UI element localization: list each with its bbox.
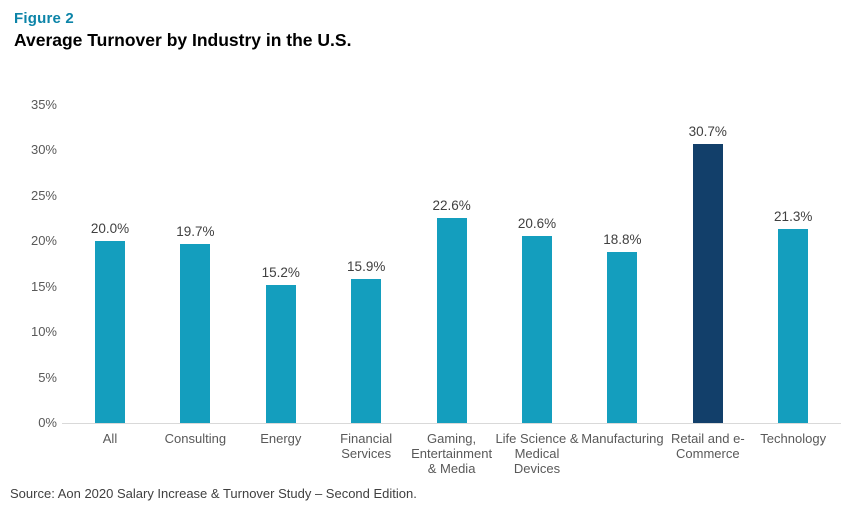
category-label-line: Manufacturing bbox=[581, 431, 664, 446]
category-label-all: All bbox=[50, 431, 170, 446]
category-label-line: Entertainment bbox=[411, 446, 493, 461]
category-label-line: Medical bbox=[514, 446, 560, 461]
value-label-all: 20.0% bbox=[90, 221, 130, 237]
category-label-line: Financial bbox=[340, 431, 393, 446]
category-label-technology: Technology bbox=[733, 431, 850, 446]
bar-gaming-entertainment-media bbox=[436, 217, 467, 423]
bar-column-life-science-medical-devices: 20.6% bbox=[482, 105, 592, 423]
y-axis-tick-label-25: 25% bbox=[30, 187, 57, 203]
category-label-gaming-entertainment-media: Gaming, Entertainment & Media bbox=[392, 431, 512, 476]
y-axis-tick-label-35: 35% bbox=[30, 97, 57, 112]
category-label-energy: Energy bbox=[221, 431, 341, 446]
category-label-line: All bbox=[102, 431, 118, 446]
category-label-line: Energy bbox=[260, 431, 302, 446]
y-axis-tick-label-20: 20% bbox=[30, 233, 57, 249]
value-label-energy: 15.2% bbox=[261, 264, 300, 280]
bar-financial-services bbox=[351, 278, 382, 423]
category-label-consulting: Consulting bbox=[135, 431, 255, 446]
y-axis-tick-label-30: 30% bbox=[30, 142, 57, 158]
value-label-technology: 21.3% bbox=[774, 209, 813, 225]
bar-column-retail-and-e-commerce: 30.7% bbox=[653, 105, 763, 423]
category-label-line: Services bbox=[341, 446, 392, 461]
bar-column-energy: 15.2% bbox=[226, 105, 336, 423]
value-label-consulting: 19.7% bbox=[176, 224, 215, 240]
bar-retail-and-e-commerce bbox=[692, 144, 723, 423]
category-label-manufacturing: Manufacturing bbox=[562, 431, 682, 446]
bar-column-gaming-entertainment-media: 22.6% bbox=[397, 105, 507, 423]
y-axis-tick-label-0: 0% bbox=[38, 415, 57, 430]
x-axis-baseline bbox=[62, 423, 841, 424]
category-label-line: Gaming, bbox=[427, 431, 477, 446]
category-label-financial-services: Financial Services bbox=[306, 431, 426, 461]
y-axis-tick-label-10: 10% bbox=[30, 324, 57, 340]
bar-consulting bbox=[180, 244, 211, 423]
category-label-line: Consulting bbox=[164, 431, 227, 446]
chart-title: Average Turnover by Industry in the U.S. bbox=[14, 30, 352, 50]
bar-column-financial-services: 15.9% bbox=[311, 105, 421, 423]
bar-column-consulting: 19.7% bbox=[140, 105, 250, 423]
y-axis-tick-label-15: 15% bbox=[30, 278, 57, 294]
source-note: Source: Aon 2020 Salary Increase & Turno… bbox=[10, 486, 417, 501]
value-label-gaming-entertainment-media: 22.6% bbox=[432, 197, 471, 213]
bar-column-manufacturing: 18.8% bbox=[567, 105, 677, 423]
category-label-line: Retail and e- bbox=[670, 431, 745, 446]
bar-all bbox=[95, 241, 125, 423]
category-label-life-science-medical-devices: Life Science & Medical Devices bbox=[477, 431, 597, 476]
category-label-line: Technology bbox=[760, 431, 827, 446]
figure-label: Figure 2 bbox=[14, 10, 74, 27]
bar-energy bbox=[265, 284, 296, 423]
bar-life-science-medical-devices bbox=[522, 235, 552, 423]
bar-column-technology: 21.3% bbox=[738, 105, 848, 423]
value-label-manufacturing: 18.8% bbox=[603, 232, 642, 248]
category-label-line: Devices bbox=[513, 461, 561, 476]
bar-manufacturing bbox=[607, 252, 638, 423]
value-label-retail-and-e-commerce: 30.7% bbox=[688, 124, 727, 140]
value-label-financial-services: 15.9% bbox=[347, 258, 386, 274]
bar-technology bbox=[778, 229, 809, 423]
bar-column-all: 20.0% bbox=[55, 105, 165, 423]
value-label-life-science-medical-devices: 20.6% bbox=[517, 215, 557, 231]
category-label-retail-and-e-commerce: Retail and e- Commerce bbox=[648, 431, 768, 461]
category-label-line: Life Science & bbox=[495, 431, 579, 446]
category-label-line: Commerce bbox=[676, 446, 740, 461]
category-label-line: & Media bbox=[427, 461, 476, 476]
y-axis-tick-label-5: 5% bbox=[38, 369, 57, 385]
